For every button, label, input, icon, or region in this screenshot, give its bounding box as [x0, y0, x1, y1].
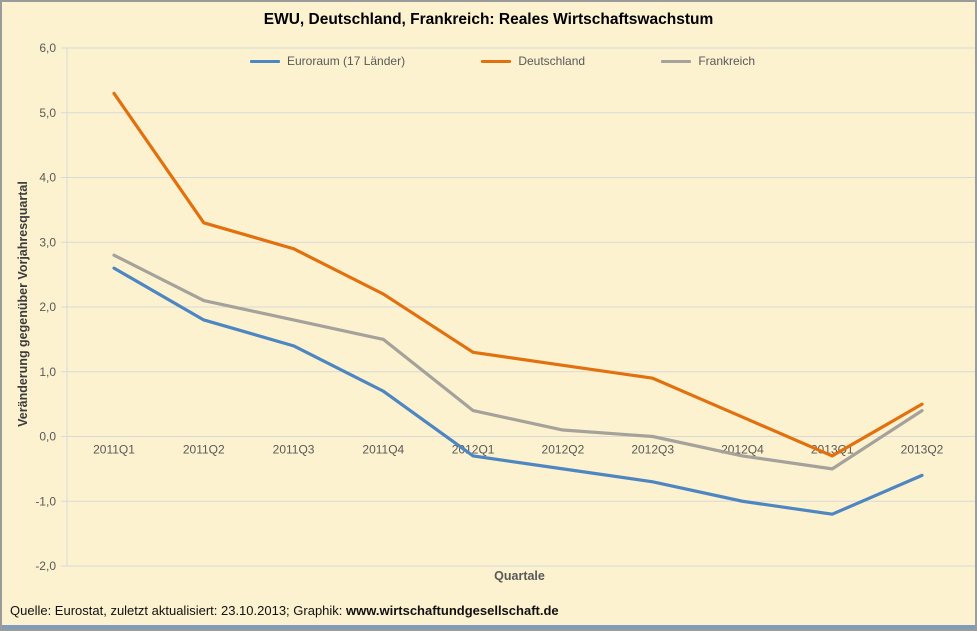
y-tick-label: 3,0: [39, 235, 56, 249]
bottom-bar: [2, 625, 975, 629]
source-text: Quelle: Eurostat, zuletzt aktualisiert: …: [10, 603, 347, 618]
source-note: Quelle: Eurostat, zuletzt aktualisiert: …: [10, 603, 559, 618]
x-axis-title: Quartale: [494, 569, 545, 583]
source-site-link[interactable]: www.wirtschaftundgesellschaft.de: [346, 603, 559, 618]
x-tick-label: 2012Q3: [631, 443, 674, 457]
x-tick-label: 2011Q3: [273, 443, 315, 457]
y-tick-label: -2,0: [35, 559, 56, 573]
chart-title: EWU, Deutschland, Frankreich: Reales Wir…: [263, 11, 714, 28]
legend-label-frankreich: Frankreich: [698, 54, 755, 68]
y-tick-label: 5,0: [39, 106, 56, 120]
legend-item-euroraum: Euroraum (17 Länder): [250, 54, 405, 68]
legend-label-deutschland: Deutschland: [518, 54, 586, 68]
legend-item-deutschland: Deutschland: [481, 54, 585, 68]
series-line-2: [112, 253, 924, 471]
legend-line-sample-deutschland: [481, 59, 512, 63]
y-tick-label: 1,0: [39, 365, 56, 379]
y-tick-label: 2,0: [39, 300, 56, 314]
y-tick-label: 6,0: [39, 41, 56, 55]
series-line-1: [112, 91, 924, 458]
y-tick-label: 0,0: [39, 430, 56, 444]
y-tick-label: -1,0: [35, 494, 56, 508]
series-line-0: [112, 266, 924, 516]
x-tick-label: 2012Q2: [542, 443, 585, 457]
x-tick-label: 2011Q4: [362, 443, 404, 457]
legend-line-sample-euroraum: [250, 59, 280, 63]
x-tick-label: 2011Q1: [93, 443, 135, 457]
y-tick-label: 4,0: [39, 171, 56, 185]
legend: Euroraum (17 Länder) Deutschland Frankre…: [250, 54, 755, 68]
x-tick-label: 2011Q2: [183, 443, 225, 457]
x-tick-label: 2012Q1: [452, 443, 495, 457]
legend-label-euroraum: Euroraum (17 Länder): [287, 54, 406, 68]
legend-item-frankreich: Frankreich: [661, 54, 755, 68]
x-tick-label: 2013Q2: [901, 443, 944, 457]
legend-line-sample-frankreich: [661, 59, 692, 63]
